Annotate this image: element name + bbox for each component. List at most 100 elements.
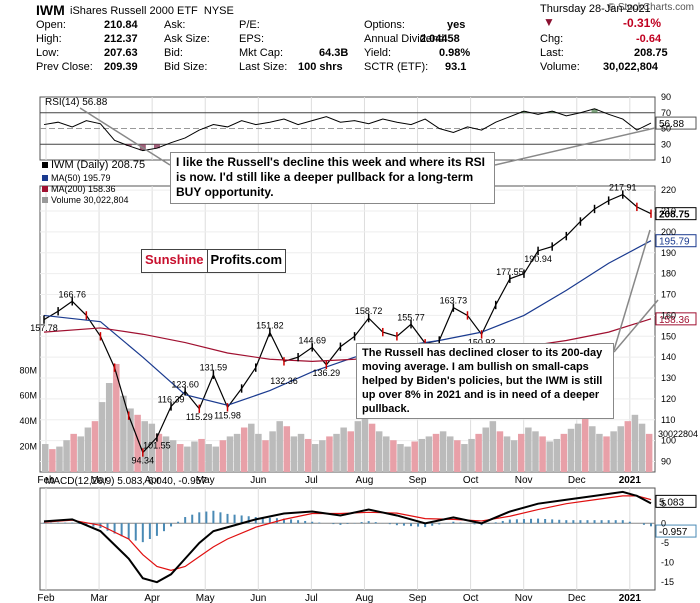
- price-last-box: [655, 207, 697, 221]
- volume-bar: [383, 436, 390, 472]
- macd-histogram-bar: [395, 523, 398, 526]
- macd-histogram-bar: [198, 512, 201, 524]
- macd-histogram-bar: [78, 523, 81, 525]
- ask-label: Ask:: [164, 19, 186, 31]
- volume-bar: [276, 421, 283, 472]
- price-callout-arrow: [613, 229, 651, 351]
- x-tick-label: Sep: [409, 593, 427, 603]
- macd-histogram-bar: [438, 523, 441, 525]
- price-legend-item: MA(200) 158.36: [51, 184, 116, 194]
- volume-bar: [624, 421, 632, 472]
- volume-bar: [340, 427, 347, 472]
- price-tick-label: 110: [661, 415, 675, 425]
- macd-histogram-bar: [628, 521, 631, 524]
- price-legend-item: Volume 30,022,804: [51, 195, 129, 205]
- quote-date: Thursday 28-Jan-2021: [540, 3, 651, 15]
- legend-swatch: [42, 175, 48, 181]
- x-tick-label: Oct: [463, 475, 479, 486]
- x-tick-label: Aug: [356, 475, 374, 486]
- ma50-line: [43, 240, 652, 406]
- macd-histogram-bar: [537, 518, 540, 524]
- options-value: yes: [447, 19, 466, 31]
- volume-bar: [404, 446, 411, 472]
- macd-tick-label: -15: [661, 577, 674, 587]
- macd-histogram-bar: [494, 522, 497, 524]
- x-tick-label: Nov: [515, 475, 533, 486]
- macd-legend: MACD(12,26,9) 5.083, 6.040, -0.957: [45, 476, 207, 487]
- mkt-cap-label: Mkt Cap:: [239, 47, 284, 59]
- x-tick-label: Jul: [305, 475, 318, 486]
- x-tick-label: Mar: [90, 593, 108, 603]
- x-tick-label: Dec: [568, 593, 586, 603]
- volume-bar: [546, 441, 553, 472]
- macd-histogram-bar: [177, 521, 180, 524]
- watermark-text: © StockCharts.com: [607, 2, 694, 13]
- volume-bar: [361, 414, 369, 472]
- volume-bar: [63, 440, 70, 472]
- macd-histogram-bar: [57, 522, 60, 524]
- volume-bar: [553, 438, 561, 472]
- volume-bar: [468, 438, 475, 472]
- rsi-panel: 56.88: [40, 108, 697, 152]
- legend-swatch: [42, 186, 48, 192]
- fund-title: iShares Russell 2000 ETF: [70, 5, 198, 17]
- volume-bar: [290, 436, 298, 472]
- volume-bar: [98, 402, 106, 472]
- open-value: 210.84: [104, 19, 138, 31]
- macd-histogram-bar: [586, 520, 589, 524]
- macd-histogram-bar: [388, 523, 391, 525]
- rsi-callout: I like the Russell's decline this week a…: [170, 152, 495, 204]
- x-tick-label: Apr: [144, 593, 160, 603]
- macd-histogram-bar: [233, 514, 236, 524]
- macd-histogram-bar: [607, 520, 610, 524]
- prev-close-value: 209.39: [104, 61, 138, 73]
- x-tick-label: 2021: [619, 593, 642, 603]
- price-tick-label: 220: [661, 185, 676, 195]
- low-label: Low:: [36, 47, 60, 59]
- volume-bar: [269, 431, 276, 472]
- price-tick-label: 190: [661, 248, 676, 258]
- macd-histogram-bar: [614, 520, 617, 524]
- price-tick-label: 180: [661, 269, 676, 279]
- price-last-box: [655, 234, 697, 248]
- x-tick-label: 2021: [619, 475, 642, 486]
- sctr-value: 93.1: [445, 61, 467, 73]
- volume-bar: [510, 440, 518, 472]
- price-annotation: 155.77: [397, 312, 425, 322]
- volume-bar: [518, 433, 525, 472]
- volume-bar: [113, 363, 120, 472]
- price-tick-label: 200: [661, 227, 676, 237]
- macd-signal-line: [43, 495, 652, 572]
- macd-histogram-bar: [304, 520, 307, 524]
- volume-bar: [581, 418, 589, 472]
- volume-bar: [155, 433, 163, 472]
- macd-histogram-bar: [92, 523, 95, 527]
- macd-histogram-bar: [417, 523, 420, 527]
- macd-histogram-bar: [268, 517, 271, 524]
- macd-tick-label: 0: [661, 518, 666, 528]
- macd-line: [43, 490, 652, 584]
- volume-bar: [454, 440, 461, 472]
- volume-bar: [191, 441, 198, 472]
- volume-bar: [596, 433, 603, 472]
- volume-bar: [148, 423, 156, 472]
- exchange-label: NYSE: [203, 5, 234, 17]
- x-tick-label: May: [196, 593, 215, 603]
- volume-bar: [489, 421, 497, 472]
- volume-bar: [446, 436, 454, 472]
- volume-value: 30,022,804: [603, 61, 659, 73]
- axis-labels: Feb Feb Mar Mar Apr Apr May May Jun Jun Jul Jul Aug A…: [19, 92, 698, 603]
- macd-histogram-bar: [551, 519, 554, 524]
- macd-histogram-bar: [501, 520, 504, 524]
- volume-bar: [567, 428, 575, 472]
- volume-tick-label: 80M: [19, 365, 37, 375]
- panel-frame: [39, 487, 656, 591]
- macd-histogram-bar: [579, 520, 582, 524]
- volume-bar: [212, 446, 220, 472]
- volume-label: Volume:: [540, 61, 580, 73]
- volume-bar: [56, 446, 63, 472]
- volume-bar: [610, 431, 617, 472]
- price-annotation: 177.55: [496, 267, 524, 277]
- ask-size-label: Ask Size:: [164, 33, 210, 45]
- volume-bar: [631, 414, 639, 472]
